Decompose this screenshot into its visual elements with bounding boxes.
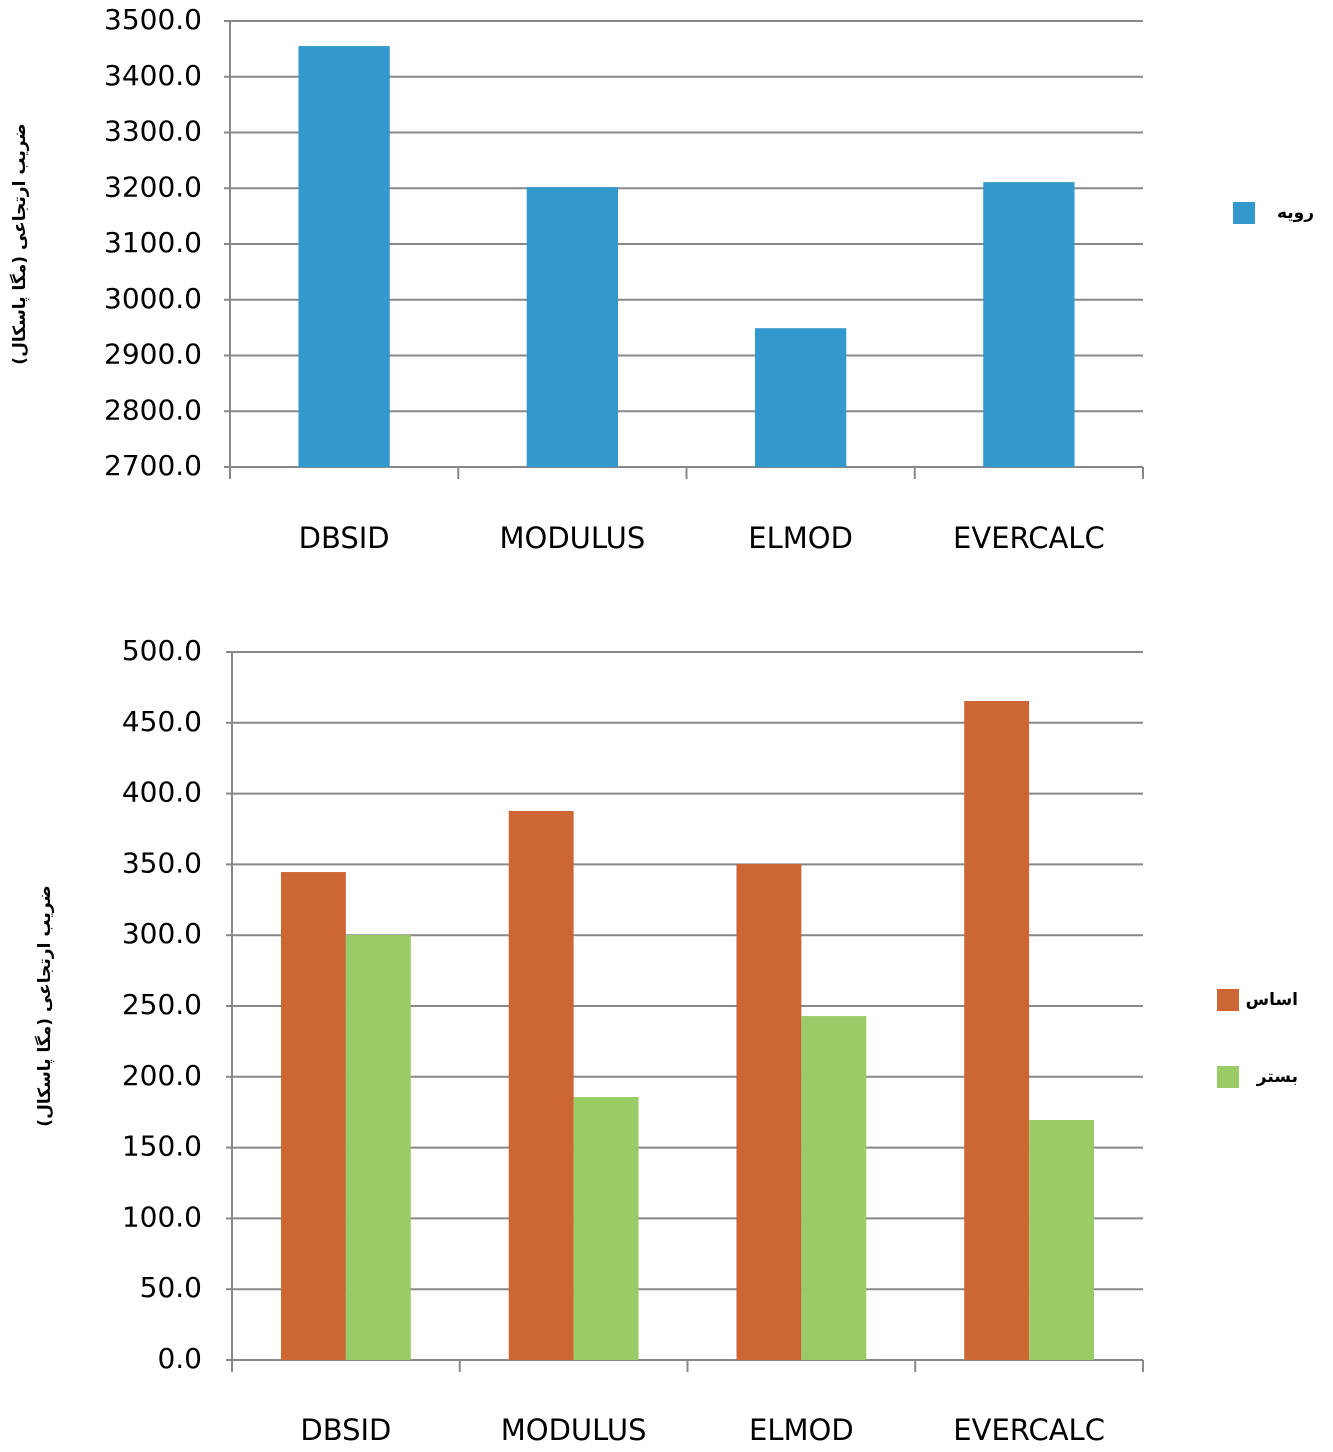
bar (526, 187, 619, 467)
x-tick-label: MODULUS (499, 521, 645, 555)
x-tick-label: DBSID (299, 521, 390, 555)
legend-swatch (1233, 202, 1255, 224)
y-tick-label: 3000.0 (104, 282, 202, 315)
y-tick-label: 400.0 (122, 776, 202, 809)
bar (801, 1016, 867, 1360)
y-tick-label: 50.0 (140, 1271, 202, 1304)
bar (345, 935, 411, 1360)
bar (280, 872, 346, 1360)
y-tick-label: 2900.0 (104, 338, 202, 371)
legend-label: رویه (1277, 203, 1314, 223)
y-tick-label: 3400.0 (104, 59, 202, 92)
y-tick-label: 3500.0 (104, 3, 202, 36)
x-tick-label: EVERCALC (953, 1413, 1105, 1447)
y-tick-label: 2800.0 (104, 393, 202, 426)
legend-swatch (1217, 989, 1239, 1011)
bar (298, 46, 390, 468)
y-tick-label: 2700.0 (104, 449, 202, 482)
legend-label: بستر (1256, 1067, 1298, 1087)
y-axis-title: ضریب ارتجاعی (مگا پاسکال) (34, 885, 55, 1126)
y-tick-label: 3200.0 (104, 170, 202, 203)
x-tick-label: ELMOD (748, 521, 853, 555)
x-tick-label: MODULUS (501, 1413, 647, 1447)
y-tick-label: 200.0 (122, 1059, 202, 1092)
y-tick-label: 3300.0 (104, 115, 202, 148)
y-tick-label: 3100.0 (104, 226, 202, 259)
y-tick-label: 450.0 (122, 705, 202, 738)
bar (964, 700, 1030, 1360)
bar (983, 182, 1075, 467)
bar (736, 863, 802, 1360)
y-tick-label: 300.0 (122, 917, 202, 950)
bar (508, 811, 574, 1360)
y-tick-label: 500.0 (122, 634, 202, 667)
bar (754, 328, 847, 467)
x-tick-label: EVERCALC (953, 521, 1105, 555)
y-tick-label: 0.0 (157, 1342, 202, 1375)
x-tick-label: DBSID (300, 1413, 391, 1447)
y-tick-label: 100.0 (122, 1200, 202, 1233)
y-tick-label: 150.0 (122, 1130, 202, 1163)
x-tick-label: ELMOD (749, 1413, 854, 1447)
y-tick-label: 250.0 (122, 988, 202, 1021)
legend-swatch (1217, 1066, 1239, 1088)
legend-label: اساس (1246, 990, 1298, 1010)
bar (573, 1097, 639, 1360)
y-axis-title: ضریب ارتجاعی (مگا پاسکال) (9, 123, 30, 364)
bar (1029, 1119, 1095, 1360)
y-tick-label: 350.0 (122, 846, 202, 879)
